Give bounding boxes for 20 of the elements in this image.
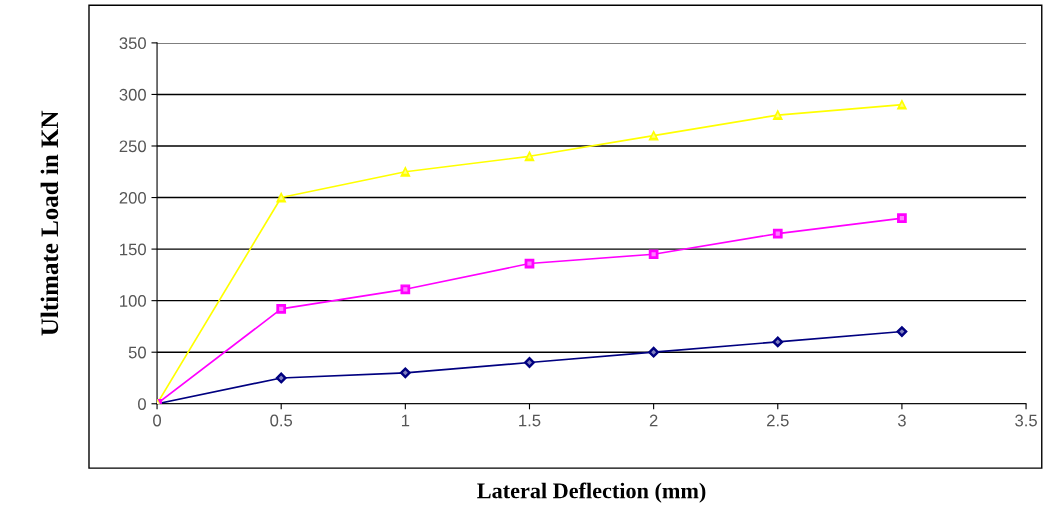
x-tick-label: 1 bbox=[401, 414, 410, 427]
point bbox=[896, 325, 908, 338]
y-tick-label: 100 bbox=[120, 295, 146, 307]
x-tick-label: 0.5 bbox=[270, 414, 293, 427]
y-axis-title: Ultimate Load in KN bbox=[40, 110, 59, 336]
y-tick-label: 250 bbox=[119, 140, 146, 153]
x-tick-label: 2.5 bbox=[767, 414, 789, 427]
x-tick-label: 0 bbox=[153, 414, 162, 427]
x-axis-title: Lateral Deflection (mm) bbox=[477, 482, 706, 503]
x-tick-label: 3.5 bbox=[1015, 414, 1037, 427]
y-tick-label: 150 bbox=[120, 243, 146, 256]
y-tick-label: 0 bbox=[138, 398, 146, 410]
y-tick-label: 300 bbox=[119, 88, 146, 101]
y-tick-label: 50 bbox=[128, 346, 146, 359]
y-tick-label: 200 bbox=[119, 191, 146, 204]
y-tick-label: 350 bbox=[119, 37, 146, 50]
point bbox=[523, 356, 536, 369]
x-tick-label: 3 bbox=[897, 414, 906, 427]
x-tick-label: 2 bbox=[649, 414, 658, 427]
x-tick-label: 1.5 bbox=[519, 414, 541, 427]
